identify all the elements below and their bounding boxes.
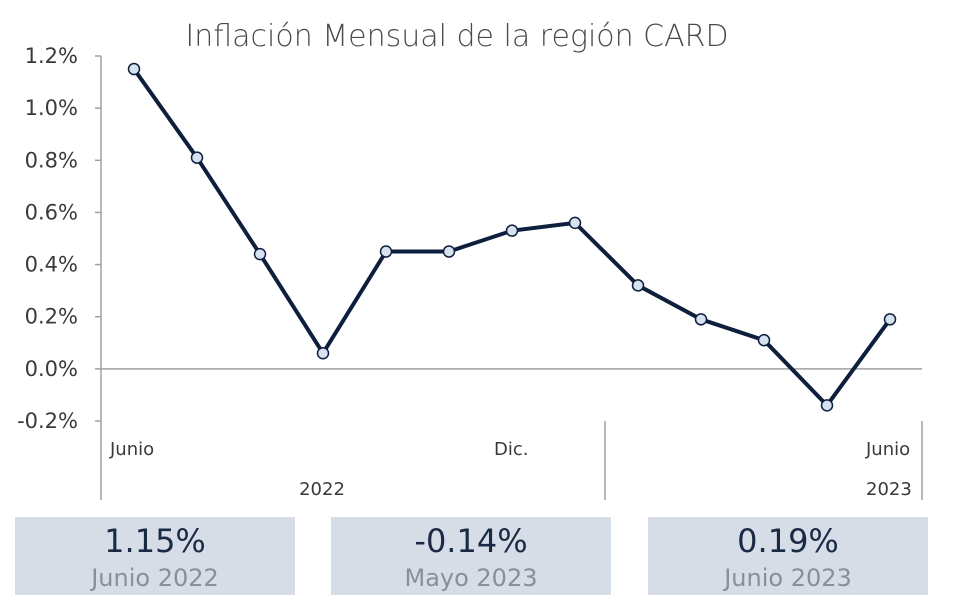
series-line-group xyxy=(127,62,897,412)
data-point-2022-10 xyxy=(379,245,393,258)
data-point-2023-02 xyxy=(631,279,645,292)
stat-card-junio-2022: 1.15% Junio 2022 xyxy=(15,517,295,595)
y-tick-label: 1.0% xyxy=(25,96,78,120)
data-point-2023-03 xyxy=(694,313,708,326)
stat-card-value: 0.19% xyxy=(737,522,839,560)
x-tick-month-start: Junio xyxy=(109,439,154,460)
data-point-2022-09 xyxy=(316,346,330,360)
y-tick-label: 1.2% xyxy=(25,44,78,68)
y-tick-label: 0.6% xyxy=(25,200,78,224)
series-line xyxy=(132,67,892,408)
y-tick-label: 0.4% xyxy=(25,253,78,277)
y-axis: 1.2% 1.0% 0.8% 0.6% 0.4% 0.2% 0.0% -0.2% xyxy=(17,44,102,433)
stat-card-value: -0.14% xyxy=(414,522,528,560)
y-tick-label: 0.0% xyxy=(25,357,78,381)
y-tick-label: -0.2% xyxy=(17,409,78,433)
data-point-2022-12 xyxy=(505,224,519,237)
data-point-2023-05 xyxy=(820,399,834,412)
chart: Inflación Mensual de la región CARD 1.2%… xyxy=(17,19,923,500)
stat-card-label: Junio 2023 xyxy=(724,564,852,592)
y-tick-label: 0.2% xyxy=(25,305,78,329)
y-tick-label: 0.8% xyxy=(25,148,78,172)
stat-card-label: Mayo 2023 xyxy=(404,564,538,592)
data-point-2022-11 xyxy=(442,245,456,258)
chart-title: Inflación Mensual de la región CARD xyxy=(185,19,728,54)
stat-card-label: Junio 2022 xyxy=(91,564,219,592)
stat-card-mayo-2023: -0.14% Mayo 2023 xyxy=(331,517,611,595)
x-tick-year-2023: 2023 xyxy=(866,479,912,500)
stat-card-value: 1.15% xyxy=(104,522,206,560)
x-tick-month-dec: Dic. xyxy=(494,439,528,460)
data-point-2022-08 xyxy=(253,247,267,261)
data-point-2022-06 xyxy=(127,62,141,76)
data-point-2023-06 xyxy=(883,313,897,326)
x-tick-year-2022: 2022 xyxy=(299,479,345,500)
data-point-2023-04 xyxy=(757,333,771,347)
x-axis: Junio Dic. Junio 2022 2023 xyxy=(100,368,923,500)
data-point-2023-01 xyxy=(568,216,582,230)
stat-card-junio-2023: 0.19% Junio 2023 xyxy=(648,517,928,595)
data-point-2022-07 xyxy=(190,151,204,164)
x-tick-month-end: Junio xyxy=(865,439,910,460)
